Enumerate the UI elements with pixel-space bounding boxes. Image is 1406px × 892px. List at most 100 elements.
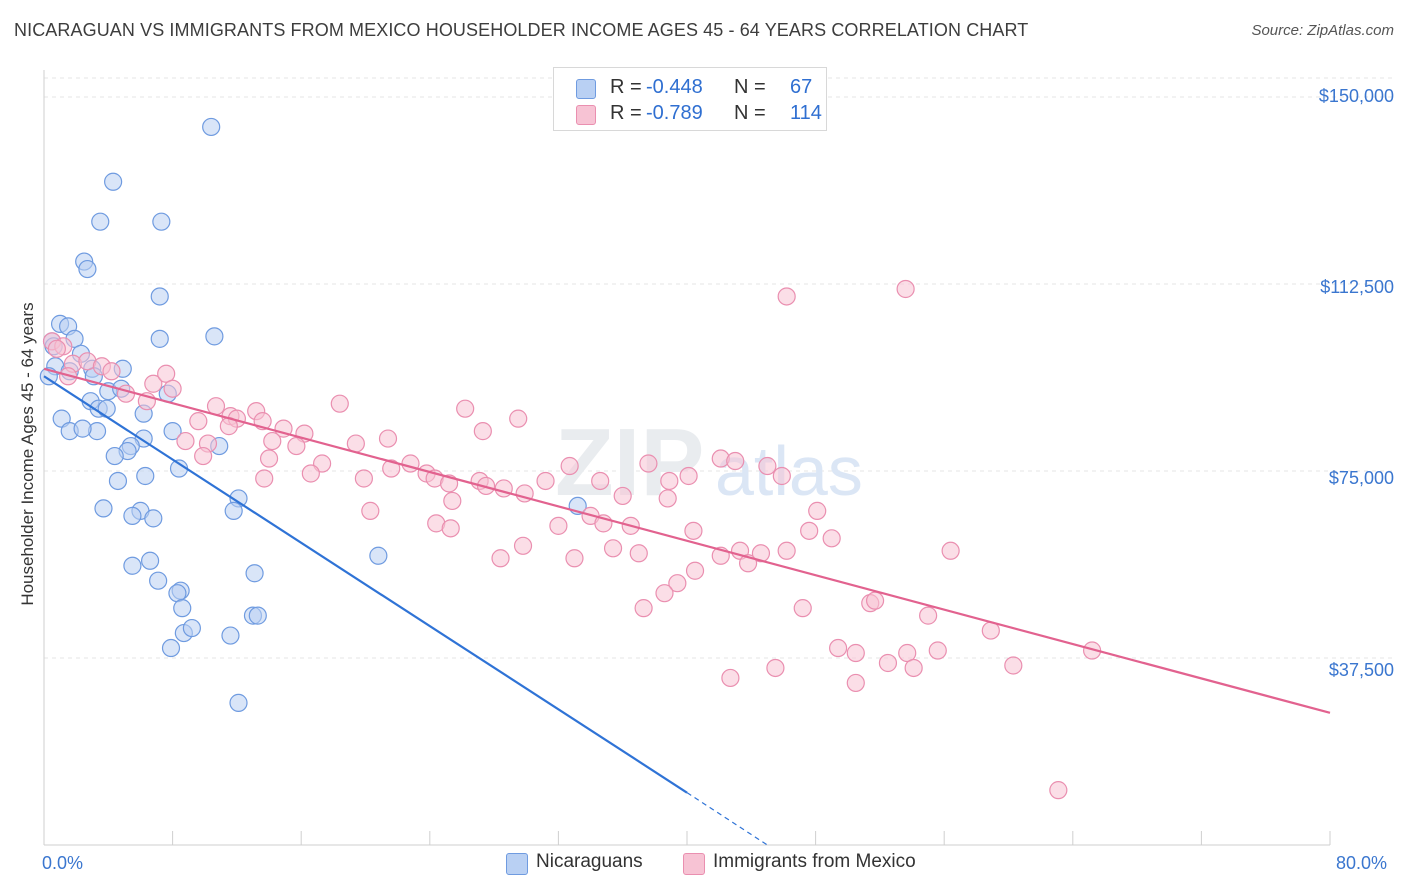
mexico-point xyxy=(829,638,848,658)
legend-swatch-blue xyxy=(576,79,596,99)
mexico-point xyxy=(726,451,745,471)
bottom-legend-swatch-blue xyxy=(506,853,528,875)
series-nicaraguans xyxy=(39,117,587,712)
nicaraguan-trend-extension xyxy=(686,792,768,846)
mexico-point xyxy=(565,549,584,568)
nicaraguan-point xyxy=(140,551,160,570)
mexico-point xyxy=(102,362,121,381)
x-tick-label: 0.0% xyxy=(42,853,84,873)
mexico-point xyxy=(354,469,373,488)
mexico-point xyxy=(157,364,176,383)
mexico-point xyxy=(441,519,460,538)
mexico-point xyxy=(255,469,274,488)
mexico-point xyxy=(301,464,320,483)
nicaraguan-point xyxy=(123,506,142,525)
nicaraguan-point xyxy=(369,546,388,565)
source-label: Source: ZipAtlas.com xyxy=(1251,22,1394,39)
nicaraguan-point xyxy=(136,466,155,486)
mexico-point xyxy=(378,429,398,448)
mexico-point xyxy=(919,606,938,625)
nicaraguan-point xyxy=(163,422,182,441)
nicaraguan-point xyxy=(224,501,243,520)
mexico-point xyxy=(896,279,915,299)
mexico-point xyxy=(591,471,610,491)
bottom-legend-label: Nicaraguans xyxy=(536,851,643,872)
nicaraguan-point xyxy=(150,287,169,306)
mexico-point xyxy=(47,339,66,358)
nicaraguan-point xyxy=(105,446,124,466)
mexico-point xyxy=(668,574,687,593)
mexico-point xyxy=(865,591,885,610)
nicaraguan-point xyxy=(73,419,92,438)
mexico-trend-line xyxy=(43,367,1331,714)
mexico-point xyxy=(603,539,623,558)
y-tick-label: $150,000 xyxy=(1318,86,1394,106)
nicaraguan-point xyxy=(152,212,171,231)
legend-r-label: R = xyxy=(610,76,642,98)
mexico-point xyxy=(259,449,279,468)
nicaraguan-point xyxy=(173,599,192,618)
mexico-point xyxy=(443,491,462,511)
mexico-point xyxy=(189,412,208,431)
nicaraguan-point xyxy=(123,556,142,575)
mexico-point xyxy=(513,536,533,555)
nicaraguan-point xyxy=(97,399,116,418)
mexico-point xyxy=(660,471,679,491)
nicaraguan-point xyxy=(144,509,163,528)
correlation-legend: R = -0.448 N = 67 R = -0.789 N = 114 xyxy=(553,67,827,131)
mexico-point xyxy=(634,599,653,618)
bottom-legend-swatch-pink xyxy=(683,853,705,875)
legend-n-value: 67 xyxy=(790,76,813,98)
nicaraguan-point xyxy=(245,564,264,583)
nicaraguan-point xyxy=(248,606,267,625)
mexico-point xyxy=(287,436,306,456)
mexico-point xyxy=(330,394,349,413)
mexico-point xyxy=(382,459,401,478)
mexico-point xyxy=(684,521,703,540)
mexico-point xyxy=(361,501,380,520)
mexico-point xyxy=(793,599,812,618)
mexico-point xyxy=(766,658,785,678)
mexico-point xyxy=(777,541,796,560)
nicaraguan-point xyxy=(108,471,128,491)
nicaraguan-point xyxy=(221,626,240,645)
mexico-point xyxy=(878,653,898,673)
nicaraguan-point xyxy=(161,638,181,658)
mexico-point xyxy=(655,584,674,603)
nicaraguan-point xyxy=(104,172,123,191)
mexico-point xyxy=(928,641,947,660)
mexico-point xyxy=(751,544,771,563)
mexico-point xyxy=(639,454,658,473)
legend-n-label: N = xyxy=(734,102,766,124)
mexico-point xyxy=(549,516,568,535)
legend-n-value: 114 xyxy=(790,102,822,124)
mexico-point xyxy=(163,379,182,398)
mexico-point xyxy=(846,673,865,693)
mexico-point xyxy=(800,521,819,540)
nicaraguan-trend-line xyxy=(43,375,688,794)
mexico-point xyxy=(846,643,865,663)
nicaraguan-point xyxy=(94,499,113,518)
mexico-point xyxy=(509,409,528,428)
mexico-point xyxy=(679,466,698,486)
y-tick-label: $112,500 xyxy=(1320,277,1394,297)
nicaraguan-point xyxy=(91,212,110,231)
y-tick-label: $75,000 xyxy=(1328,468,1394,488)
mexico-point xyxy=(144,374,163,393)
mexico-point xyxy=(536,471,555,491)
mexico-point xyxy=(1004,656,1023,675)
legend-swatch-pink xyxy=(576,105,596,125)
mexico-point xyxy=(116,384,136,403)
mexico-point xyxy=(629,544,648,563)
mexico-point xyxy=(772,466,791,486)
chart-title: NICARAGUAN VS IMMIGRANTS FROM MEXICO HOU… xyxy=(14,20,1029,40)
y-tick-label: $37,500 xyxy=(1328,660,1394,680)
mexico-point xyxy=(904,658,923,678)
mexico-point xyxy=(613,486,632,506)
mexico-point xyxy=(777,287,796,306)
mexico-point xyxy=(941,541,960,560)
nicaraguan-point xyxy=(229,693,248,712)
mexico-point xyxy=(456,399,475,418)
mexico-point xyxy=(491,549,510,568)
